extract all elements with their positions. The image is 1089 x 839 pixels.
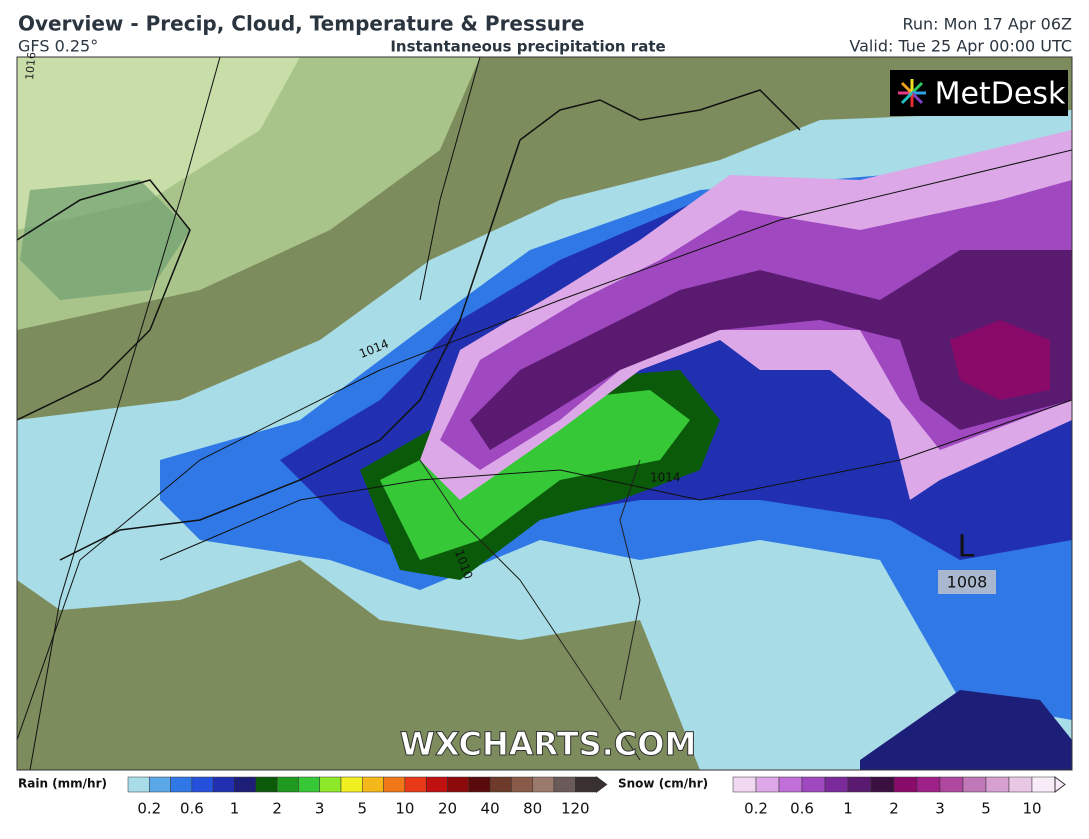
snow-tick-label: 5 (981, 800, 991, 818)
snow-swatch (847, 776, 872, 793)
map-frame (16, 56, 1073, 771)
rain-swatch (127, 776, 150, 793)
snow-swatch (1008, 776, 1033, 793)
map: 1016 1014 1014 1010 L 1008 MetDesk WXCHA… (16, 51, 1073, 771)
snow-tick-label: 10 (1022, 800, 1041, 818)
snow-very-heavy (950, 320, 1050, 400)
coastline (59, 89, 801, 561)
rain-swatch (383, 776, 406, 793)
rain-swatch (553, 776, 576, 793)
logo-icon (898, 79, 926, 107)
rain-swatch (511, 776, 533, 793)
legend: Rain (mm/hr) Snow (cm/hr) 0.2 0.6 1 2 3 5 10 20… (18, 776, 1066, 818)
isobar (29, 57, 221, 770)
rain-tick-label: 5 (358, 800, 368, 818)
rain-swatch (575, 776, 597, 793)
snow-heavy (470, 250, 1072, 450)
isobar-label: 1016 (23, 51, 38, 80)
snow-tick-label: 0.2 (744, 800, 768, 818)
rain-swatch (191, 776, 214, 793)
rain-swatch (340, 776, 363, 793)
rain-tick-label: 2 (272, 800, 282, 818)
snow-legend-label: Snow (cm/hr) (618, 777, 708, 791)
low-pressure: 1008 (947, 573, 988, 592)
snow-swatch (801, 776, 826, 793)
run-time: Run: Mon 17 Apr 06Z (902, 15, 1072, 34)
snow-tick-label: 1 (843, 800, 853, 818)
rain-tick-label: 40 (481, 800, 500, 818)
isobar (159, 399, 1072, 561)
model: GFS 0.25° (18, 37, 98, 56)
snow-swatch (1031, 776, 1056, 793)
snow-swatch (778, 776, 803, 793)
rain-swatch (319, 776, 342, 793)
low-symbol: L (958, 530, 975, 565)
snow-swatch (755, 776, 780, 793)
rain-swatch (212, 776, 235, 793)
rain-swatch (468, 776, 491, 793)
warm-area (20, 180, 190, 300)
rain-swatch (489, 776, 512, 793)
isobar-label: 1014 (650, 471, 681, 485)
rain-tick-label: 80 (523, 800, 542, 818)
snow-swatch (985, 776, 1010, 793)
snow-tick-label: 0.6 (790, 800, 814, 818)
low-pressure-box (938, 570, 996, 594)
snow-tick-label: 3 (935, 800, 945, 818)
border (419, 459, 641, 761)
snow-arrow (1054, 776, 1066, 793)
snow-tick-label: 2 (889, 800, 899, 818)
snow-swatch (732, 776, 757, 793)
title: Overview - Precip, Cloud, Temperature & … (18, 12, 584, 36)
snow-swatch (939, 776, 964, 793)
valid-time: Valid: Tue 25 Apr 00:00 UTC (849, 37, 1072, 56)
rain-swatch (298, 776, 320, 793)
rain-swatch (149, 776, 171, 793)
rain-very-intense (380, 390, 690, 560)
snow-swatch (824, 776, 849, 793)
watermark: WXCHARTS.COM (400, 725, 697, 763)
rain-tick-label: 10 (395, 800, 414, 818)
rain-swatch (276, 776, 299, 793)
rain-swatch (255, 776, 278, 793)
logo: MetDesk (935, 77, 1066, 112)
rain-swatch (425, 776, 448, 793)
subtitle: Instantaneous precipitation rate (390, 38, 665, 56)
coastline (17, 179, 191, 421)
rain-swatch (532, 776, 555, 793)
snow-swatch (916, 776, 941, 793)
snow-swatch (893, 776, 918, 793)
rain-swatch (234, 776, 257, 793)
rain-tick-label: 20 (438, 800, 457, 818)
rain-arrow (596, 776, 608, 793)
rain-swatch (404, 776, 427, 793)
rain-tick-label: 1 (230, 800, 240, 818)
snow-swatch (870, 776, 895, 793)
isobar (17, 149, 1072, 741)
rain-heavy (860, 690, 1072, 770)
rain-swatch (362, 776, 384, 793)
rain-tick-label: 3 (315, 800, 325, 818)
rain-legend-label: Rain (mm/hr) (18, 777, 107, 791)
rain-tick-label: 120 (561, 800, 590, 818)
rain-tick-label: 0.6 (180, 800, 204, 818)
rain-swatch (170, 776, 193, 793)
snow-swatch (962, 776, 987, 793)
rain-tick-label: 0.2 (137, 800, 161, 818)
isobar (419, 57, 481, 301)
rain-swatch (447, 776, 470, 793)
